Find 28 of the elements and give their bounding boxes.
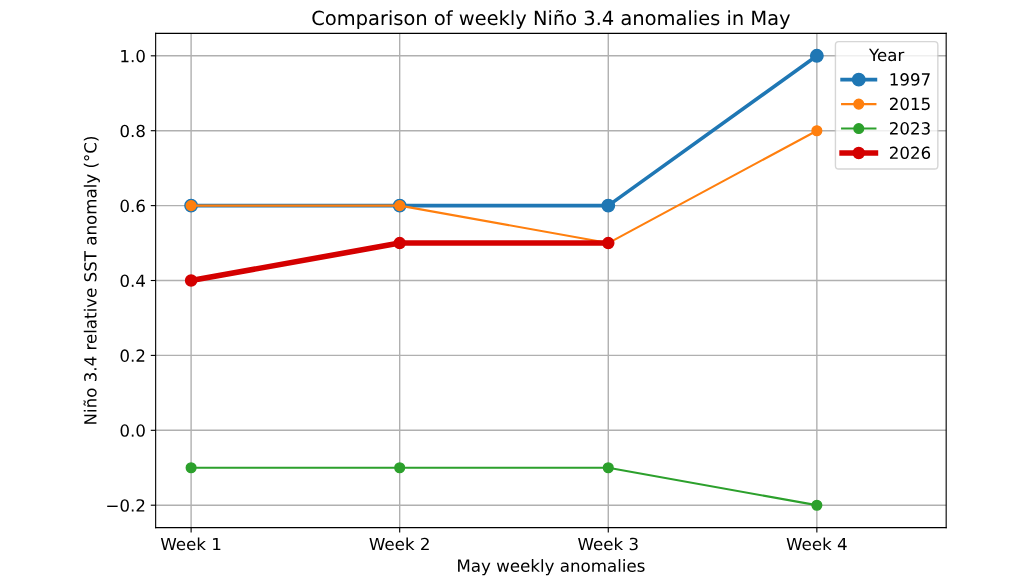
y-tick-label: 0.8 (120, 124, 145, 138)
point (602, 462, 614, 474)
legend-label: 1997 (890, 73, 930, 86)
point (809, 48, 824, 63)
y-tick-label: 0.0 (120, 424, 145, 437)
legend-label: 2015 (889, 97, 930, 111)
point (601, 198, 616, 213)
x-tick-label: Week 3 (578, 537, 638, 551)
y-tick-label: 1.0 (121, 49, 145, 63)
x-axis-title: May weekly anomalies (458, 559, 645, 576)
point (811, 125, 823, 137)
point (393, 236, 406, 250)
y-axis-title: Niño 3.4 relative SST anomaly (°C) (83, 136, 100, 424)
y-tick-label: 0.6 (120, 199, 145, 213)
point (394, 462, 406, 474)
x-tick-label: Week 4 (786, 537, 847, 551)
legend-title: Year (868, 48, 905, 62)
legend-label: 2023 (889, 122, 930, 135)
x-tick-label: Week 1 (160, 537, 221, 551)
y-tick-label: 0.4 (120, 274, 145, 288)
y-tick-label: −0.2 (107, 499, 145, 512)
y-tick-label: 0.2 (120, 349, 145, 362)
legend-label: 2026 (889, 146, 931, 160)
point (184, 274, 198, 287)
x-tick-label: Week 2 (369, 537, 429, 551)
point (811, 499, 823, 511)
point (185, 462, 197, 474)
chart-title: Comparison of weekly Niño 3.4 anomalies in May (312, 9, 790, 30)
